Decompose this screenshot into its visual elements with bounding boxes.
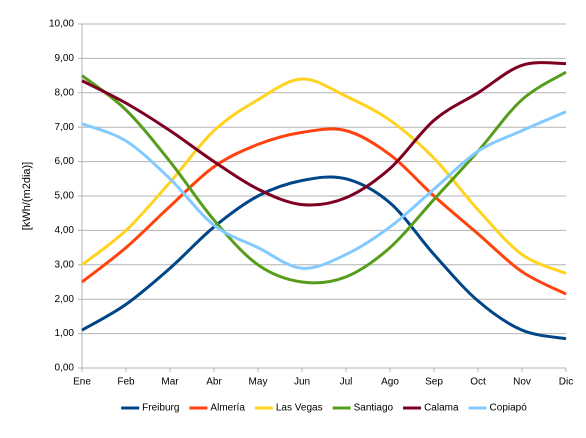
x-tick-label: Sep <box>425 377 443 388</box>
x-tick-label: Mar <box>161 377 179 388</box>
line-series <box>81 77 567 275</box>
y-axis-label: [kWh/(m2dia)] <box>21 162 33 230</box>
y-tick-label: 8,00 <box>55 87 75 98</box>
x-tick-label: Ene <box>73 377 91 388</box>
y-tick-label: 3,00 <box>55 259 75 270</box>
line-series <box>81 175 567 341</box>
x-tick-label: Abr <box>206 377 222 388</box>
legend-label: Las Vegas <box>276 403 323 414</box>
legend-label: Santiago <box>354 403 394 414</box>
y-tick-label: 5,00 <box>55 191 75 202</box>
y-tick-label: 9,00 <box>55 53 75 64</box>
x-tick-label: Feb <box>117 377 135 388</box>
x-tick-label: Nov <box>513 377 531 388</box>
y-tick-label: 10,00 <box>49 19 74 30</box>
y-tick-label: 1,00 <box>55 328 75 339</box>
x-tick-label: May <box>249 377 268 388</box>
line-series <box>81 61 567 207</box>
y-tick-label: 2,00 <box>55 294 75 305</box>
line-series <box>81 70 567 285</box>
line-series <box>81 127 567 296</box>
y-tick-label: 0,00 <box>55 363 75 374</box>
legend-label: Almería <box>210 403 245 414</box>
line-series <box>81 110 567 270</box>
y-tick-label: 4,00 <box>55 225 75 236</box>
x-tick-label: Dic <box>559 377 573 388</box>
x-tick-label: Jul <box>340 377 353 388</box>
y-tick-label: 6,00 <box>55 156 75 167</box>
legend-label: Copiapó <box>490 403 528 414</box>
x-tick-label: Jun <box>294 377 310 388</box>
y-tick-label: 7,00 <box>55 122 75 133</box>
x-tick-label: Oct <box>470 377 486 388</box>
legend-label: Calama <box>424 403 459 414</box>
legend-label: Freiburg <box>142 403 179 414</box>
x-tick-label: Ago <box>381 377 399 388</box>
